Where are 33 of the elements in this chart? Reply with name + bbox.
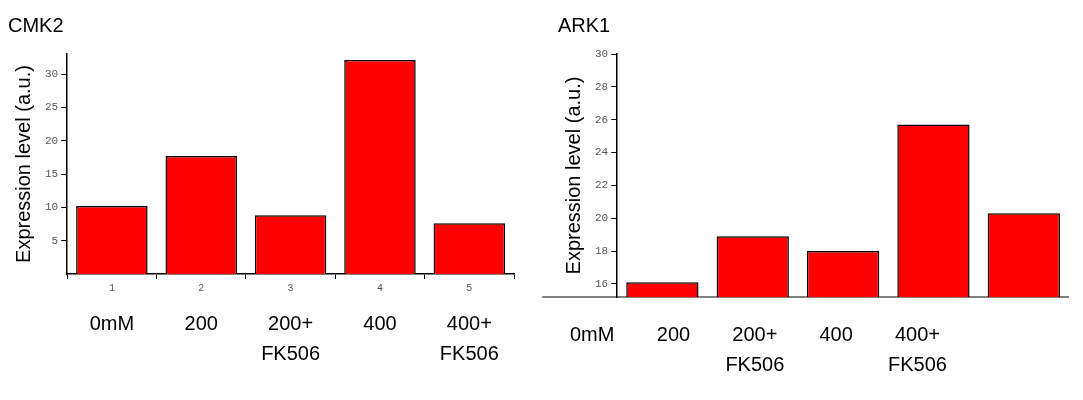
y-tick-label: 5 [51, 234, 59, 247]
text: 200 [184, 311, 218, 334]
text: 400 [819, 322, 853, 345]
y-tick-label: 26 [595, 113, 609, 126]
y-tick-label: 15 [45, 167, 59, 180]
y-tick-label: 30 [45, 67, 59, 80]
y-tick-label: 18 [595, 244, 609, 257]
text: 0mM [569, 322, 615, 345]
y-axis-title: Expression level (a.u.) [561, 76, 584, 275]
text: 400+ FK506 [888, 322, 947, 375]
text: 200 [656, 322, 691, 345]
y-tick-label: 10 [45, 201, 59, 214]
text: 200+ FK506 [725, 322, 785, 375]
text: 0mM [89, 311, 135, 334]
x-tick-label: 1 [108, 282, 115, 294]
text: 400 [363, 311, 397, 334]
chart-title: CMK2 [8, 13, 64, 36]
x-tick-label: 4 [376, 282, 383, 294]
y-axis-title: Expression level (a.u.) [11, 65, 34, 263]
y-tick-label: 28 [595, 80, 609, 93]
y-tick-label: 20 [45, 134, 59, 147]
y-tick-label: 30 [595, 47, 609, 60]
y-tick-label: 20 [595, 212, 609, 225]
x-tick-label: 2 [198, 282, 205, 294]
y-tick-label: 16 [595, 277, 609, 290]
chart-title: ARK1 [558, 13, 611, 36]
text: 200+ FK506 [261, 311, 321, 364]
y-tick-label: 24 [595, 146, 609, 159]
x-tick-label: 5 [466, 282, 473, 294]
x-tick-label: 3 [287, 282, 294, 294]
y-tick-label: 22 [595, 179, 609, 192]
y-tick-label: 25 [45, 101, 59, 114]
text: 400+ FK506 [439, 311, 499, 364]
